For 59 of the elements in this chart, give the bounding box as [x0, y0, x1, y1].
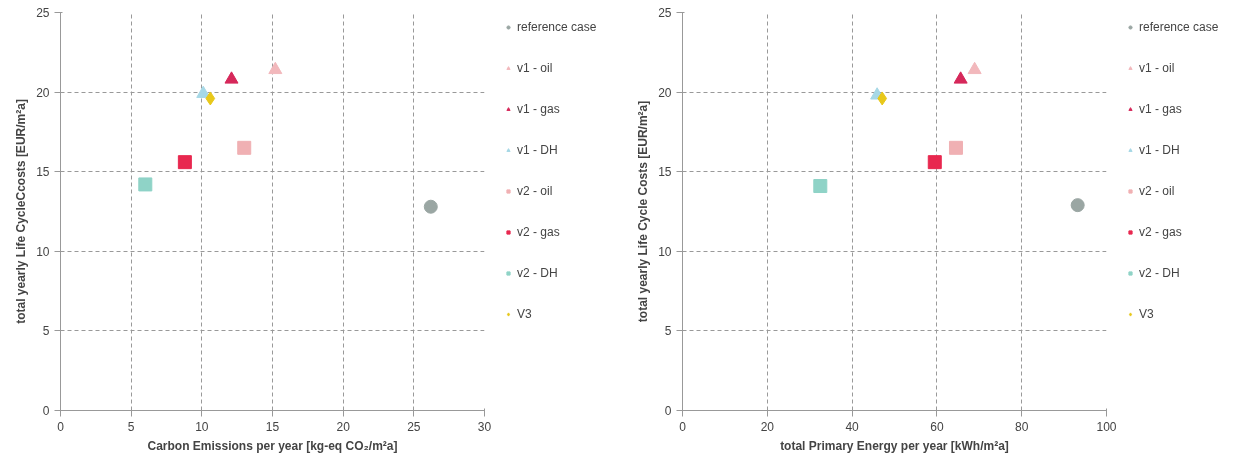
legend-label: v2 - gas — [517, 225, 560, 239]
point — [177, 155, 192, 170]
y-tick-label: 5 — [664, 324, 672, 339]
legend-label: reference case — [1139, 20, 1219, 34]
x-axis-title: Carbon Emissions per year [kg-eq CO₂/m²a] — [147, 438, 398, 453]
point — [967, 61, 982, 75]
y-tick-label: 15 — [36, 165, 50, 180]
y-axis-title: total yearly Life Cycle Costs [EUR/m²a] — [636, 100, 651, 323]
x-tick-label: 60 — [930, 419, 944, 434]
y-tick-label: 0 — [42, 404, 50, 418]
x-tick-label: 20 — [760, 419, 775, 434]
y-tick-label: 15 — [658, 165, 672, 180]
y-tick-label: 5 — [42, 324, 50, 339]
y-axis-title: total yearly Life CycleCcosts [EUR/m²a] — [14, 99, 29, 324]
legend-label: reference case — [517, 20, 597, 34]
legend-label: v2 - oil — [1139, 184, 1175, 198]
x-tick-label: 5 — [127, 419, 135, 434]
legend-label: v1 - gas — [517, 102, 560, 116]
x-tick-label: 10 — [195, 419, 209, 434]
point — [953, 71, 968, 84]
y-tick-label: 0 — [664, 404, 672, 418]
point — [138, 177, 153, 192]
x-tick-label: 80 — [1015, 419, 1029, 434]
legend-label: v1 - DH — [1139, 143, 1180, 157]
x-tick-label: 15 — [265, 419, 280, 434]
point — [423, 199, 438, 214]
point — [948, 140, 963, 155]
x-tick-label: 20 — [336, 419, 351, 434]
point — [205, 91, 216, 106]
point — [268, 61, 283, 75]
y-tick-label: 20 — [36, 85, 50, 100]
point — [224, 71, 239, 84]
legend-label: v1 - DH — [517, 143, 558, 157]
legend-label: v2 - DH — [517, 266, 558, 280]
x-tick-label: 0 — [57, 419, 65, 434]
point — [237, 140, 252, 155]
y-tick-label: 10 — [658, 244, 672, 259]
y-tick-label: 10 — [36, 244, 50, 259]
x-tick-label: 0 — [679, 419, 687, 434]
legend-label: v2 - oil — [517, 184, 553, 198]
point — [813, 179, 828, 194]
legend-label: v1 - oil — [517, 61, 553, 75]
point — [877, 91, 888, 106]
legend-label: v2 - gas — [1139, 225, 1182, 239]
point — [927, 155, 942, 170]
x-axis-title: total Primary Energy per year [kWh/m²a] — [780, 438, 1009, 453]
x-tick-label: 100 — [1096, 419, 1117, 434]
legend-label: V3 — [1139, 307, 1155, 321]
point — [1070, 198, 1085, 213]
x-tick-label: 25 — [407, 419, 421, 434]
legend-label: v1 - gas — [1139, 102, 1182, 116]
legend-label: v2 - DH — [1139, 266, 1180, 280]
x-tick-label: 40 — [845, 419, 860, 434]
legend-label: V3 — [517, 307, 533, 321]
y-tick-label: 25 — [36, 6, 50, 20]
y-tick-label: 25 — [658, 6, 672, 20]
y-tick-label: 20 — [658, 85, 672, 100]
legend-label: v1 - oil — [1139, 61, 1175, 75]
x-tick-label: 30 — [477, 419, 492, 434]
